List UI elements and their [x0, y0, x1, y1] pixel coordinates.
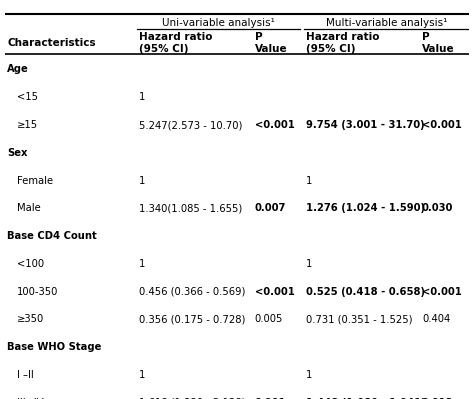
Text: 0.731 (0.351 - 1.525): 0.731 (0.351 - 1.525): [306, 314, 412, 324]
Text: <0.001: <0.001: [255, 120, 294, 130]
Text: 0.456 (0.366 - 0.569): 0.456 (0.366 - 0.569): [138, 286, 245, 296]
Text: Age: Age: [7, 65, 29, 75]
Text: 1: 1: [306, 259, 312, 269]
Text: Male: Male: [17, 203, 41, 213]
Text: 0.013: 0.013: [422, 398, 454, 399]
Text: 1.448 (1.080 - 1.941): 1.448 (1.080 - 1.941): [306, 398, 426, 399]
Text: <0.001: <0.001: [422, 120, 462, 130]
Text: <100: <100: [17, 259, 45, 269]
Text: 1: 1: [306, 176, 312, 186]
Text: 100-350: 100-350: [17, 286, 59, 296]
Text: 1.340(1.085 - 1.655): 1.340(1.085 - 1.655): [138, 203, 242, 213]
Text: Characteristics: Characteristics: [7, 38, 96, 48]
Text: Base CD4 Count: Base CD4 Count: [7, 231, 97, 241]
Text: Sex: Sex: [7, 148, 27, 158]
Text: 0.001: 0.001: [255, 398, 286, 399]
Text: 5.247(2.573 - 10.70): 5.247(2.573 - 10.70): [138, 120, 242, 130]
Text: Hazard ratio
(95% CI): Hazard ratio (95% CI): [138, 32, 212, 54]
Text: <0.001: <0.001: [422, 286, 462, 296]
Text: 1: 1: [138, 259, 145, 269]
Text: Hazard ratio
(95% CI): Hazard ratio (95% CI): [306, 32, 379, 54]
Text: 0.356 (0.175 - 0.728): 0.356 (0.175 - 0.728): [138, 314, 245, 324]
Text: 0.030: 0.030: [422, 203, 453, 213]
Text: 1: 1: [138, 92, 145, 102]
Text: III –IV: III –IV: [17, 398, 44, 399]
Text: 1.618 (1.230 - 2.128): 1.618 (1.230 - 2.128): [138, 398, 245, 399]
Text: P
Value: P Value: [255, 32, 287, 54]
Text: ≥350: ≥350: [17, 314, 45, 324]
Text: ≥15: ≥15: [17, 120, 38, 130]
Text: Base WHO Stage: Base WHO Stage: [7, 342, 101, 352]
Text: Female: Female: [17, 176, 54, 186]
Text: 9.754 (3.001 - 31.70): 9.754 (3.001 - 31.70): [306, 120, 424, 130]
Text: Multi-variable analysis¹: Multi-variable analysis¹: [326, 18, 447, 28]
Text: P
Value: P Value: [422, 32, 455, 54]
Text: <0.001: <0.001: [255, 286, 294, 296]
Text: I –II: I –II: [17, 370, 34, 380]
Text: 0.005: 0.005: [255, 314, 283, 324]
Text: <15: <15: [17, 92, 38, 102]
Text: 0.525 (0.418 - 0.658): 0.525 (0.418 - 0.658): [306, 286, 425, 296]
Text: 1: 1: [138, 176, 145, 186]
Text: 1: 1: [138, 370, 145, 380]
Text: 0.404: 0.404: [422, 314, 450, 324]
Text: 1.276 (1.024 - 1.590): 1.276 (1.024 - 1.590): [306, 203, 425, 213]
Text: Uni-variable analysis¹: Uni-variable analysis¹: [162, 18, 275, 28]
Text: 1: 1: [306, 370, 312, 380]
Text: 0.007: 0.007: [255, 203, 286, 213]
